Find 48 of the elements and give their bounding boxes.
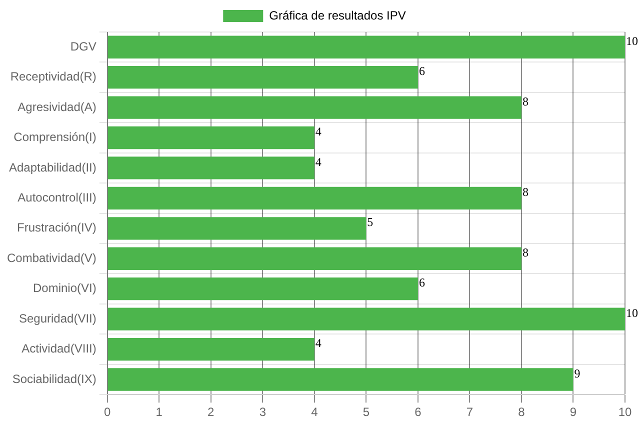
data-label: 6 [418, 276, 425, 290]
data-label: 10 [626, 34, 638, 48]
y-tick-label: Sociabilidad(IX) [12, 372, 96, 386]
data-label: 10 [626, 306, 638, 320]
data-label: 9 [574, 366, 580, 380]
bar [108, 308, 625, 330]
data-label: 6 [418, 64, 425, 78]
data-label: 4 [315, 124, 322, 139]
x-tick-label: 6 [414, 405, 422, 420]
data-label: 4 [315, 154, 322, 169]
data-label: 8 [522, 94, 528, 108]
x-tick-label: 1 [156, 405, 163, 420]
y-tick-label: Adaptabilidad(II) [8, 160, 96, 174]
data-label: 8 [522, 245, 528, 260]
bar [108, 368, 574, 391]
y-tick-label: Autocontrol(III) [18, 190, 96, 205]
bar [108, 156, 314, 180]
bar [108, 217, 366, 240]
x-tick-label: 3 [259, 405, 266, 420]
y-tick-label: Actividad(VIII) [22, 342, 96, 356]
y-tick-label: Receptividad(R) [10, 70, 96, 84]
y-tick-label: Dominio(VI) [33, 281, 96, 296]
data-label: 4 [315, 336, 322, 350]
x-tick-label: 10 [618, 405, 632, 420]
bar [108, 126, 314, 150]
bar [108, 338, 314, 361]
bar [108, 186, 522, 210]
bar [108, 96, 522, 119]
y-tick-label: Comprensión(I) [14, 130, 96, 144]
x-tick-label: 7 [466, 405, 474, 420]
bar [108, 278, 418, 300]
x-tick-label: 9 [570, 405, 577, 420]
y-tick-label: Seguridad(VII) [18, 311, 96, 326]
y-tick-label: Frustración(IV) [17, 220, 96, 235]
x-tick-label: 5 [362, 405, 370, 420]
data-label: 8 [522, 185, 528, 200]
bar [108, 66, 418, 89]
data-label: 5 [367, 215, 374, 230]
x-tick-label: 8 [518, 405, 526, 420]
x-tick-label: 0 [104, 405, 112, 420]
y-tick-label: Agresividad(A) [18, 100, 96, 114]
y-tick-label: DGV [70, 39, 96, 54]
legend-label: Gráfica de resultados IPV [269, 8, 406, 22]
bar [108, 247, 522, 270]
x-tick-label: 2 [208, 405, 215, 420]
bar [108, 36, 625, 58]
y-tick-label: Combatividad(V) [6, 250, 96, 265]
x-tick-label: 4 [311, 405, 318, 420]
